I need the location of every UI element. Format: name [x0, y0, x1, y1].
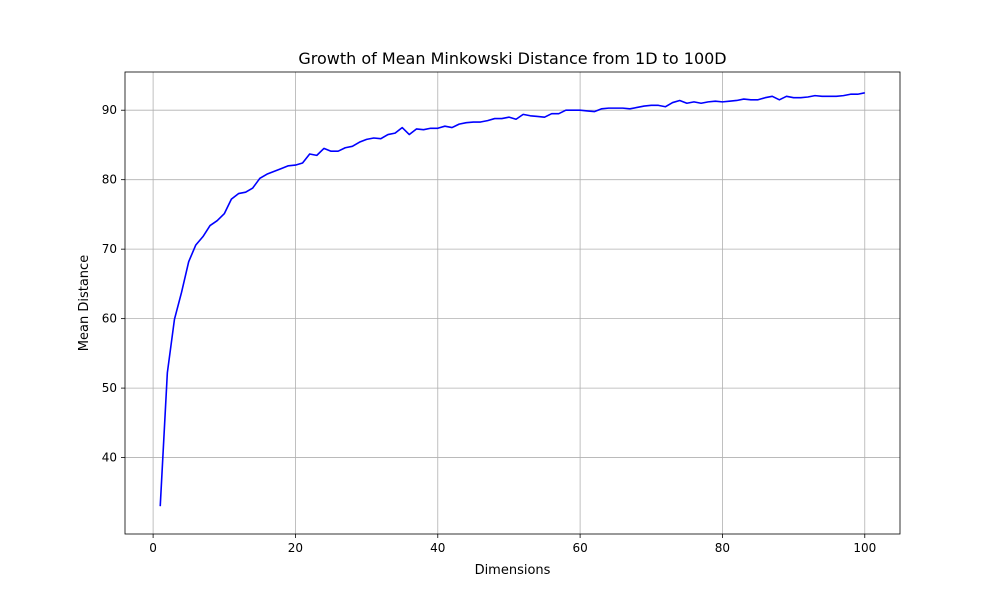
y-tick-label: 40: [102, 451, 117, 465]
x-tick-label: 0: [149, 541, 157, 555]
series-line: [159, 92, 865, 507]
x-tick-label: 20: [288, 541, 303, 555]
axis-ticks: 0 20 40 60 80 100 40 50 60 70 80 90: [102, 103, 877, 555]
plot-frame: [124, 71, 901, 535]
y-tick-label: 60: [102, 312, 117, 326]
y-tick-label: 70: [102, 242, 117, 256]
y-axis-label: Mean Distance: [77, 255, 92, 351]
y-tick-label: 90: [102, 103, 117, 117]
chart-title: Growth of Mean Minkowski Distance from 1…: [298, 49, 726, 68]
x-tick-label: 40: [430, 541, 445, 555]
grid: [125, 72, 900, 534]
series-layer: [159, 92, 865, 507]
y-tick-label: 80: [102, 173, 117, 187]
x-tick-label: 80: [715, 541, 730, 555]
y-tick-label: 50: [102, 381, 117, 395]
x-tick-label: 100: [853, 541, 876, 555]
x-tick-label: 60: [572, 541, 587, 555]
x-axis-label: Dimensions: [475, 563, 551, 578]
